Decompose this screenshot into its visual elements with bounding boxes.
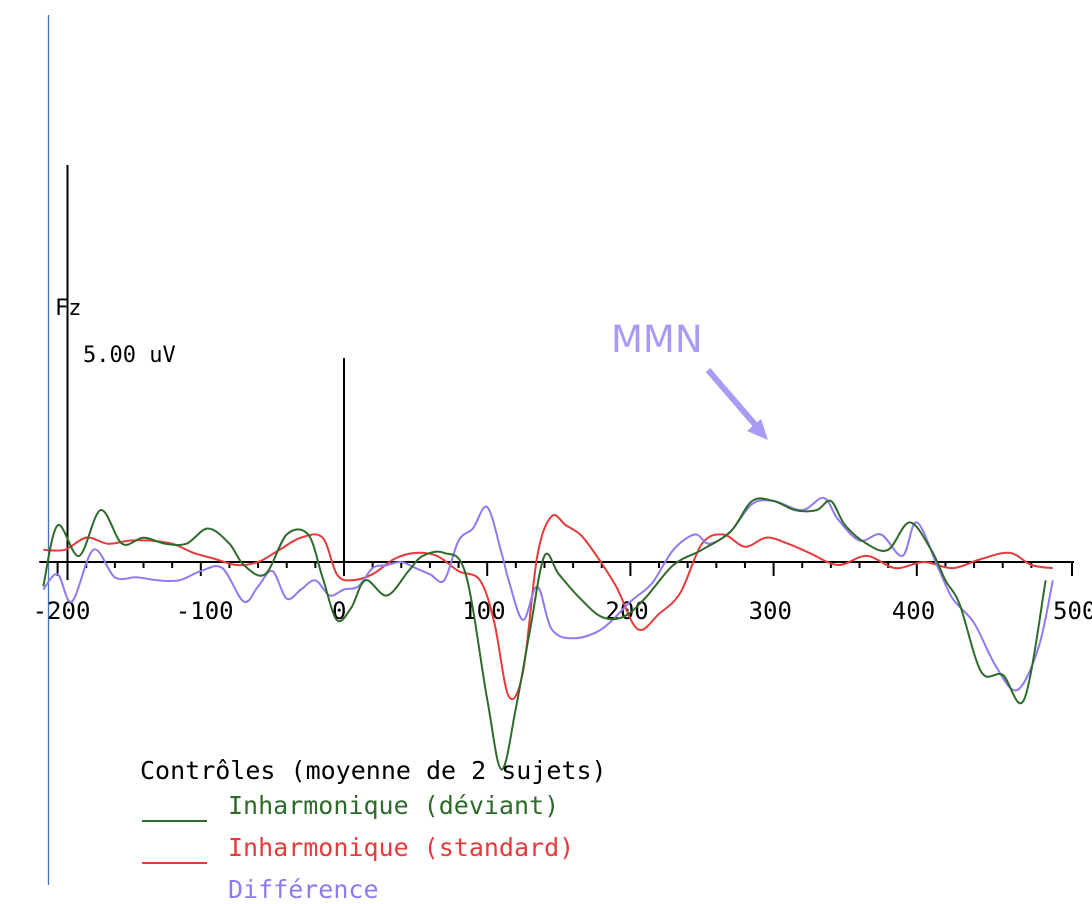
mmn-arrow-head (747, 419, 768, 440)
mmn-annotation: MMN (611, 318, 703, 361)
legend: Inharmonique (déviant) Inharmonique (stan… (142, 791, 574, 904)
series-layer (42, 496, 1054, 771)
series-line-0 (42, 497, 1047, 771)
legend-label: Inharmonique (déviant) (228, 791, 559, 820)
x-tick-label: 300 (749, 597, 792, 625)
x-tick-label: -100 (176, 597, 234, 625)
x-tick-label: 400 (892, 597, 935, 625)
legend-label: Inharmonique (standard) (228, 833, 574, 862)
x-tick-label: 500 (1053, 597, 1092, 625)
legend-title: Contrôles (moyenne de 2 sujets) (140, 756, 607, 785)
x-axis: -200 -100 0 100 200 300 400 500 (33, 561, 1092, 625)
x-tick-label: 100 (462, 597, 505, 625)
legend-label: Différence (228, 875, 379, 899)
series-line-2 (42, 496, 1054, 692)
mmn-arrow-shaft (705, 368, 761, 430)
x-tick-label: -200 (33, 597, 91, 625)
scale-label: 5.00 uV (83, 343, 176, 368)
